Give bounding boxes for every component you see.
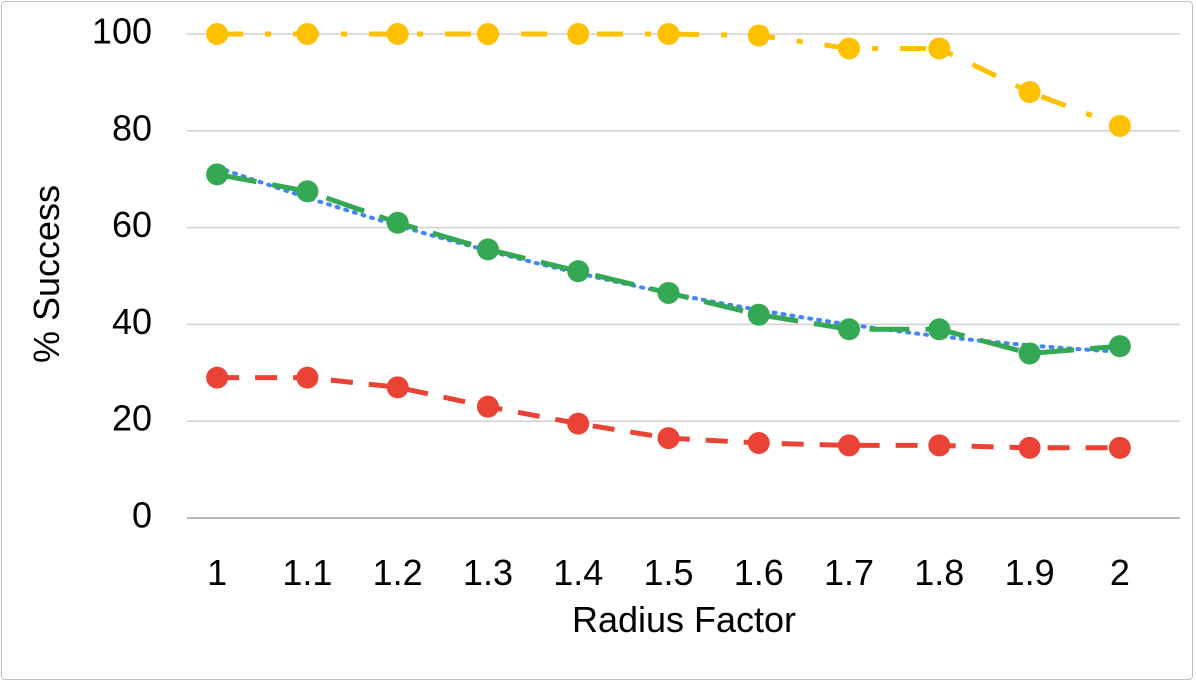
series-1 [206, 163, 1131, 365]
data-point [747, 24, 770, 47]
data-point [1108, 335, 1131, 358]
data-point [206, 366, 229, 389]
data-point [476, 23, 499, 45]
data-point [838, 318, 861, 341]
series-line [217, 31, 1121, 129]
x-axis-ticks: 1 1.1 1.2 1.3 1.4 1.5 1.6 1.7 1.8 1.9 2 [207, 552, 1130, 593]
data-point [1018, 436, 1041, 459]
series-group [206, 23, 1131, 459]
data-point [1108, 114, 1131, 137]
x-tick-label: 1.3 [463, 552, 513, 593]
x-tick-label: 1.9 [1005, 552, 1055, 593]
y-tick-label: 20 [112, 398, 152, 439]
y-tick-label: 60 [112, 204, 152, 245]
data-point [296, 366, 319, 389]
x-tick-label: 1.2 [373, 552, 423, 593]
data-point [476, 238, 499, 261]
x-tick-label: 2 [1110, 552, 1130, 593]
data-point [747, 303, 770, 326]
data-point [657, 281, 680, 304]
data-point [386, 23, 409, 45]
y-tick-label: 100 [92, 11, 152, 52]
x-axis-title: Radius Factor [572, 599, 796, 640]
data-point [657, 427, 680, 450]
data-point [386, 211, 409, 234]
data-point [567, 23, 590, 45]
data-point [567, 260, 590, 283]
x-tick-label: 1.7 [824, 552, 874, 593]
series-line [216, 171, 1121, 356]
x-tick-label: 1.4 [553, 552, 603, 593]
x-tick-label: 1 [207, 552, 227, 593]
y-axis-ticks: 0 20 40 60 80 100 [92, 11, 152, 536]
data-point [928, 37, 951, 60]
x-tick-label: 1.6 [734, 552, 784, 593]
data-point [567, 412, 590, 435]
y-axis-title: % Success [26, 185, 67, 363]
data-point [1108, 436, 1131, 459]
series-2 [206, 366, 1131, 459]
data-point [838, 37, 861, 60]
y-tick-label: 80 [112, 107, 152, 148]
data-point [386, 376, 409, 399]
series-0 [206, 23, 1131, 137]
data-point [747, 431, 770, 454]
data-point [838, 434, 861, 457]
data-point [296, 180, 319, 203]
y-tick-label: 40 [112, 301, 152, 342]
x-tick-label: 1.1 [282, 552, 332, 593]
data-point [206, 23, 229, 45]
data-point [206, 163, 229, 186]
x-tick-label: 1.8 [914, 552, 964, 593]
data-point [476, 395, 499, 418]
y-tick-label: 0 [132, 495, 152, 536]
data-point [1018, 81, 1041, 104]
data-point [296, 23, 319, 45]
data-point [928, 318, 951, 341]
data-point [657, 23, 680, 45]
x-tick-label: 1.5 [643, 552, 693, 593]
data-point [928, 434, 951, 457]
data-point [1018, 342, 1041, 365]
